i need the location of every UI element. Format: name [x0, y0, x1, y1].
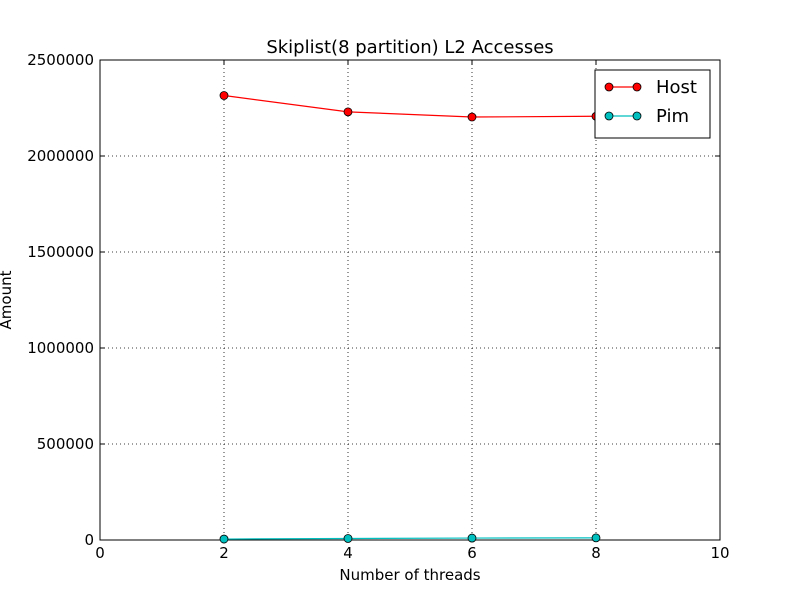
data-point-pim: [467, 533, 477, 543]
x-tick-label: 6: [467, 544, 477, 562]
x-tick-label: 10: [710, 544, 729, 562]
series-group: [219, 91, 601, 544]
legend-box: [594, 69, 711, 139]
series-line-pim: [223, 537, 597, 540]
y-axis-title: Amount: [0, 270, 15, 329]
legend: Host Pim: [594, 69, 711, 139]
chart-title: Skiplist(8 partition) L2 Accesses: [266, 37, 553, 58]
x-tick-label: 2: [219, 544, 229, 562]
data-point-pim: [343, 534, 353, 543]
legend-label-host: Host: [656, 77, 697, 98]
y-tick-label: 500000: [37, 435, 94, 453]
legend-marker-host: [632, 82, 642, 92]
y-tick-label: 1500000: [27, 243, 94, 261]
legend-marker-pim: [604, 111, 614, 121]
x-tick-label: 0: [95, 544, 105, 562]
x-tick-label: 8: [591, 544, 601, 562]
data-point-host: [343, 107, 353, 117]
data-point-pim: [591, 533, 601, 543]
y-tick-label: 2000000: [27, 147, 94, 165]
axis-ticks: 0 2 4 6 8 10 0 500000 1000000 1500000 2000000 25000…: [27, 51, 729, 562]
data-point-pim: [219, 534, 229, 544]
series-line-host: [223, 94, 597, 118]
legend-marker-pim: [632, 111, 642, 121]
plot-frame: [99, 59, 721, 541]
y-tick-label: 2500000: [27, 51, 94, 69]
data-point-host: [467, 112, 477, 122]
x-tick-label: 4: [343, 544, 353, 562]
x-axis-title: Number of threads: [339, 566, 480, 584]
y-tick-label: 1000000: [27, 339, 94, 357]
data-point-host: [219, 91, 229, 100]
y-tick-label: 0: [84, 531, 94, 549]
legend-label-pim: Pim: [656, 106, 689, 127]
legend-marker-host: [604, 82, 614, 92]
grid: [100, 60, 720, 540]
